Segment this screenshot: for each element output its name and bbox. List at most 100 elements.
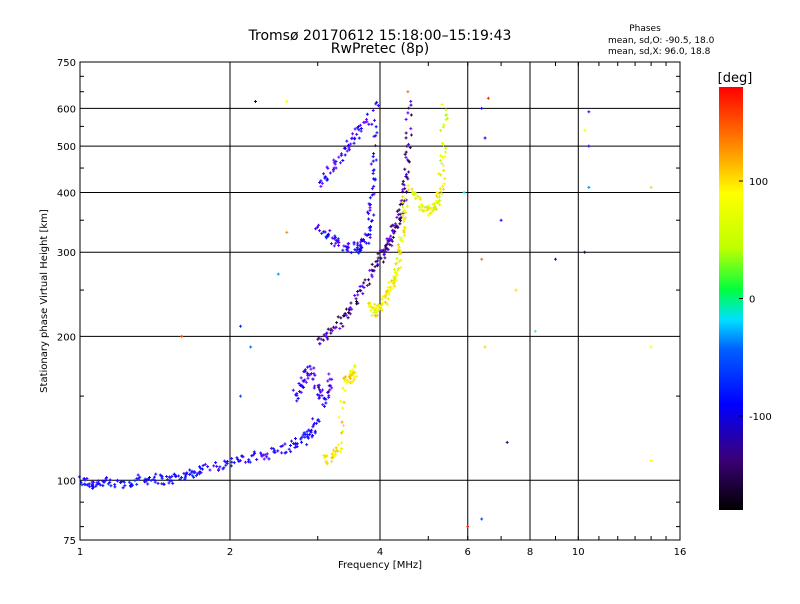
trace-point — [368, 228, 372, 232]
trace-point — [324, 397, 328, 401]
trace-point — [341, 386, 345, 390]
trace-point — [137, 477, 141, 481]
trace-point — [343, 375, 347, 379]
trace-point — [320, 231, 324, 235]
phases-o-mode: mean, sd,O: -90.5, 18.0 — [608, 36, 715, 46]
trace-point — [330, 236, 334, 240]
trace-point — [384, 246, 388, 250]
trace-point — [392, 275, 396, 279]
trace-point — [403, 208, 407, 212]
trace-point — [77, 475, 81, 479]
y-tick-label: 200 — [57, 332, 76, 343]
trace-point — [303, 378, 307, 382]
trace-point — [360, 239, 364, 243]
trace-point — [444, 118, 448, 122]
trace-point — [440, 161, 444, 165]
scatter-point — [514, 288, 518, 292]
trace-point — [414, 196, 418, 200]
trace-point — [401, 195, 405, 199]
trace-point — [380, 308, 384, 312]
trace-point — [369, 162, 373, 166]
trace-point — [331, 448, 335, 452]
trace-point — [360, 284, 364, 288]
trace-point — [355, 132, 359, 136]
trace-point — [160, 474, 164, 478]
trace-point — [113, 485, 117, 489]
trace-point — [373, 118, 377, 122]
trace-point — [339, 316, 343, 320]
trace-point — [294, 393, 298, 397]
trace-point — [326, 390, 330, 394]
trace-point — [380, 297, 384, 301]
trace-point — [356, 247, 360, 251]
trace-point — [369, 308, 373, 312]
trace-point — [335, 321, 339, 325]
trace-point — [103, 479, 107, 483]
trace-point — [392, 224, 396, 228]
grid-lines — [80, 62, 680, 540]
trace-point — [194, 474, 198, 478]
trace-point — [383, 256, 387, 260]
trace-point — [325, 461, 329, 465]
trace-point — [370, 219, 374, 223]
trace-point — [368, 268, 372, 272]
trace-point — [345, 378, 349, 382]
trace-point — [370, 314, 374, 318]
trace-point — [343, 153, 347, 157]
trace-point — [320, 393, 324, 397]
trace-point — [389, 288, 393, 292]
trace-point — [297, 381, 301, 385]
scatter-point — [406, 90, 410, 94]
trace-point — [201, 463, 205, 467]
colorbar-label: [deg] — [718, 71, 753, 86]
scatter-point — [480, 106, 484, 110]
trace-point — [400, 200, 404, 204]
colorbar-tick-label: -100 — [749, 412, 772, 423]
trace-point — [332, 244, 336, 248]
trace-point — [327, 372, 331, 376]
scatter-point — [587, 185, 591, 189]
trace-point — [334, 160, 338, 164]
trace-point — [371, 269, 375, 273]
trace-point — [313, 429, 317, 433]
trace-point — [334, 166, 338, 170]
trace-point — [123, 484, 127, 488]
scatter-point — [587, 144, 591, 148]
trace-point — [419, 202, 423, 206]
trace-point — [279, 444, 283, 448]
trace-point — [377, 304, 381, 308]
trace-point — [319, 337, 323, 341]
trace-point — [330, 460, 334, 464]
trace-point — [403, 167, 407, 171]
trace-point — [317, 223, 321, 227]
trace-point — [311, 417, 315, 421]
trace-point — [367, 122, 371, 126]
trace-point — [398, 212, 402, 216]
trace-point — [362, 285, 366, 289]
trace-point — [354, 297, 358, 301]
trace-point — [334, 446, 338, 450]
trace-point — [440, 184, 444, 188]
trace-point — [442, 182, 446, 186]
trace-point — [331, 168, 335, 172]
x-tick-label: 4 — [377, 547, 383, 558]
trace-point — [104, 477, 108, 481]
trace-point — [323, 404, 327, 408]
trace-point — [365, 284, 369, 288]
trace-point — [349, 142, 353, 146]
trace-point — [310, 435, 314, 439]
trace-point — [373, 144, 377, 148]
trace-point — [385, 302, 389, 306]
trace-point — [362, 281, 366, 285]
x-tick-label: 10 — [572, 547, 585, 558]
trace-point — [371, 109, 375, 113]
trace-point — [323, 230, 327, 234]
trace-point — [346, 316, 350, 320]
phases-header: Phases — [629, 24, 661, 34]
y-tick-label: 100 — [57, 476, 76, 487]
trace-point — [127, 480, 131, 484]
trace-point — [402, 199, 406, 203]
trace-point — [185, 471, 189, 475]
trace-point — [417, 205, 421, 209]
trace-point — [352, 375, 356, 379]
